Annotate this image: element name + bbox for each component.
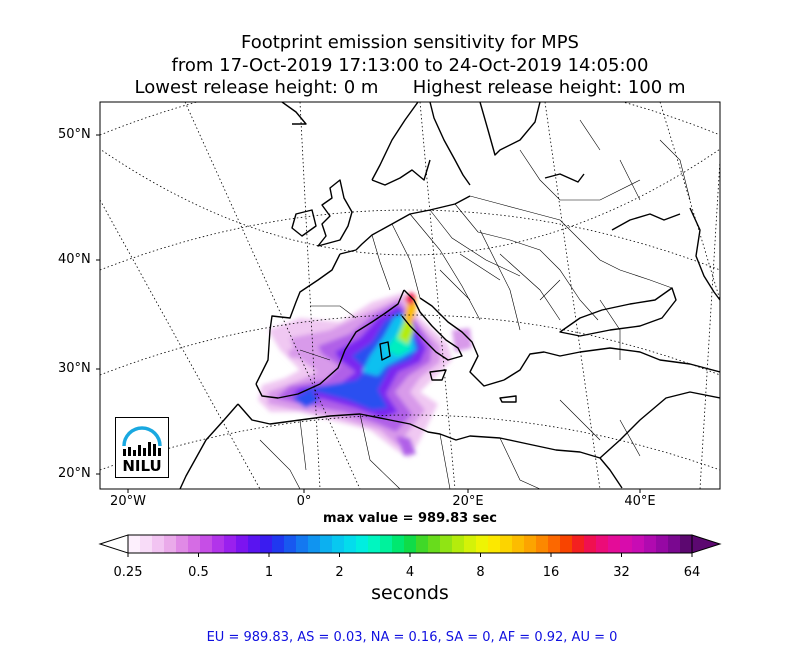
colorbar-cell [620,535,633,553]
colorbar-tick-label: 0.25 [113,565,143,580]
nilu-logo: NILU [115,417,169,478]
colorbar-tick-label: 16 [542,565,560,580]
colorbar-cell [428,535,441,553]
colorbar-cell [416,535,429,553]
colorbar-cell [368,535,381,553]
lat-label-30n: 30°N [58,361,91,376]
colorbar-cell [392,535,405,553]
colorbar-cell [128,535,141,553]
title-line-2: from 17-Oct-2019 17:13:00 to 24-Oct-2019… [171,55,649,76]
axis-ticks [96,134,641,493]
title-line-3: Lowest release height: 0 m Highest relea… [134,77,686,98]
colorbar-cell [164,535,177,553]
colorbar-cell [248,535,261,553]
colorbar-cell [344,535,357,553]
colorbar-cell [548,535,561,553]
colorbar-cell [644,535,657,553]
colorbar-cell [632,535,645,553]
lon-label-0: 0° [296,494,312,509]
colorbar-high-arrow [691,534,722,554]
colorbar-cell [512,535,525,553]
colorbar-cell [680,535,693,553]
colorbar-cell [152,535,165,553]
colorbar-tick-label: 1 [264,565,274,580]
colorbar-tick-label: 2 [335,565,344,580]
colorbar-tick-label: 4 [405,565,415,580]
colorbar-tick-label: 32 [613,565,630,580]
colorbar-cell [380,535,393,553]
colorbar-cell [404,535,417,553]
colorbar-cell [608,535,621,553]
colorbar-cell [332,535,345,553]
map-frame [99,101,721,490]
region-summary: EU = 989.83, AS = 0.03, NA = 0.16, SA = … [206,630,618,645]
title-line-1: Footprint emission sensitivity for MPS [241,32,579,53]
graticule [100,102,720,489]
colorbar-cell [464,535,477,553]
max-value-label: max value = 989.83 sec [323,511,497,526]
lat-label-50n: 50°N [58,127,91,142]
nilu-logo-icon [122,426,162,456]
colorbar-tick-label: 0.5 [188,565,209,580]
colorbar-cell [188,535,201,553]
colorbar-cell [296,535,309,553]
colorbar-cell [452,535,465,553]
colorbar-cell [500,535,513,553]
footprint-plume [258,292,472,458]
colorbar-cell [320,535,333,553]
lon-label-20e: 20°E [452,494,484,509]
colorbar-cell [212,535,225,553]
lon-label-20w: 20°W [110,494,146,509]
colorbar-low-arrow [98,534,129,554]
colorbar-cell [224,535,237,553]
colorbar-cell [356,535,369,553]
colorbar-cell [476,535,489,553]
lon-label-40e: 40°E [624,494,656,509]
colorbar-cell [668,535,681,553]
nilu-logo-text: NILU [122,457,162,475]
colorbar-cell [488,535,501,553]
colorbar-cell [176,535,189,553]
colorbar-cell [560,535,573,553]
colorbar-tick-label: 64 [683,565,701,580]
colorbar-cell [536,535,549,553]
colorbar-cell [656,535,669,553]
colorbar-cell [584,535,597,553]
country-borders [259,119,691,489]
lat-label-20n: 20°N [58,466,91,481]
colorbar-cell [140,535,153,553]
colorbar-cell [236,535,249,553]
colorbar-cell [596,535,609,553]
colorbar-cell [572,535,585,553]
lat-label-40n: 40°N [58,252,91,267]
colorbar-cell [440,535,453,553]
colorbar-cell [260,535,273,553]
colorbar-cell [200,535,213,553]
colorbar-units: seconds [371,582,449,604]
colorbar-cell [272,535,285,553]
colorbar-tick-label: 8 [476,565,485,580]
colorbar-cell [308,535,321,553]
colorbar-cell [524,535,537,553]
colorbar-cell [284,535,297,553]
